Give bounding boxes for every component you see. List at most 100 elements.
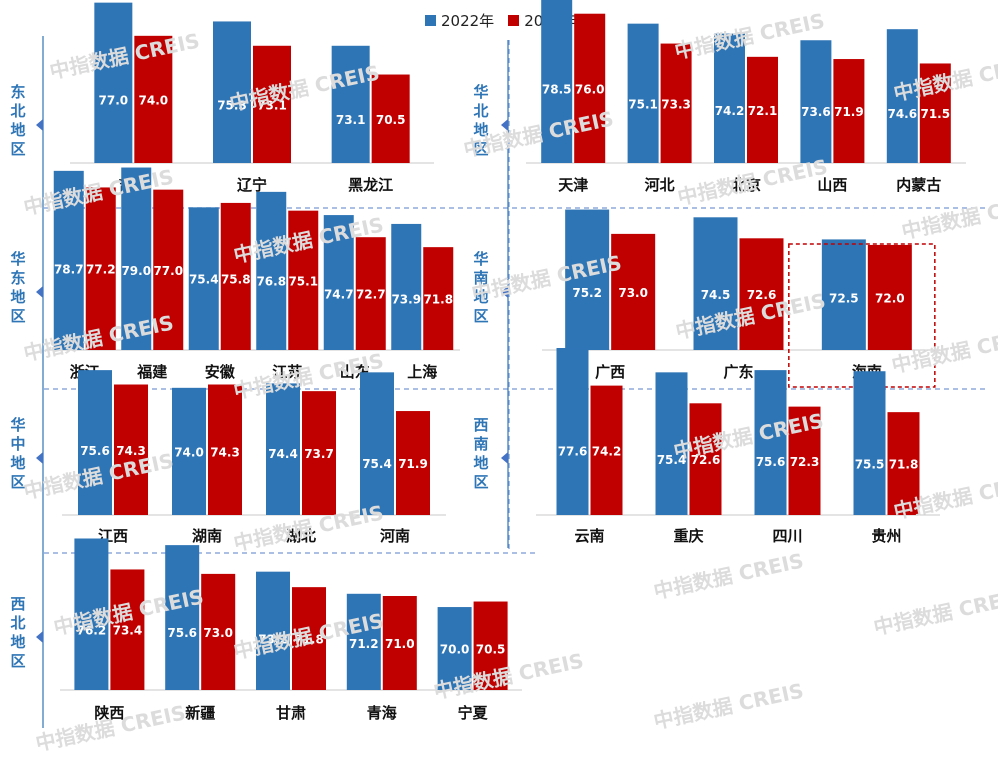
data-label-2023-江西: 74.3 xyxy=(116,444,146,458)
data-label-2022-山西: 73.6 xyxy=(801,105,831,119)
region-arrow-icon xyxy=(501,286,508,298)
region-label-char: 北 xyxy=(10,614,25,632)
category-label-河北: 河北 xyxy=(645,176,675,194)
bar-2022-广西 xyxy=(565,209,610,350)
legend-swatch-2022 xyxy=(425,14,436,26)
data-label-2023-辽宁: 73.1 xyxy=(257,98,287,112)
bar-2022-云南 xyxy=(556,348,589,515)
region-label-char: 区 xyxy=(10,473,25,491)
bar-2022-四川 xyxy=(754,370,787,515)
category-label-上海: 上海 xyxy=(407,363,437,381)
bar-2023-湖南 xyxy=(208,384,242,515)
bar-2022-广东 xyxy=(693,217,738,350)
bar-2023-江苏 xyxy=(288,210,319,350)
region-label-char: 中 xyxy=(10,435,25,453)
bar-2023-河南 xyxy=(396,411,430,515)
region-label-char: 西 xyxy=(10,595,25,613)
bar-2022-福建 xyxy=(121,167,152,350)
bar-2023-安徽 xyxy=(220,202,251,350)
bar-2023-浙江 xyxy=(85,187,116,350)
region-arrow-icon xyxy=(36,452,43,464)
region-label-char: 华 xyxy=(473,83,488,101)
data-label-2023-安徽: 75.8 xyxy=(221,273,251,287)
bar-2023-上海 xyxy=(423,247,454,350)
data-label-2022-新疆: 75.6 xyxy=(167,626,197,640)
data-label-2023-天津: 76.0 xyxy=(575,82,605,96)
category-label-河南: 河南 xyxy=(380,527,410,545)
category-label-辽宁: 辽宁 xyxy=(237,176,267,194)
region-label-char: 区 xyxy=(10,140,25,158)
region-label-char: 地 xyxy=(10,288,25,306)
region-label-char: 南 xyxy=(473,435,488,453)
data-label-2023-青海: 71.0 xyxy=(385,637,415,651)
highlight-box-海南 xyxy=(788,243,936,388)
bar-2023-云南 xyxy=(590,385,623,515)
bar-2022-海南 xyxy=(821,239,866,350)
bar-2023-内蒙古 xyxy=(919,63,951,163)
data-label-2023-河南: 71.9 xyxy=(398,457,428,471)
data-label-2022-内蒙古: 74.6 xyxy=(887,107,917,121)
data-label-2023-江苏: 75.1 xyxy=(288,274,318,288)
region-label-char: 北 xyxy=(473,102,488,120)
bar-2023-江西 xyxy=(114,384,148,515)
bar-2023-四川 xyxy=(788,406,821,515)
category-label-福建: 福建 xyxy=(136,363,168,381)
legend-swatch-2023 xyxy=(508,14,520,26)
region-label-char: 区 xyxy=(10,652,25,670)
region-arrow-icon xyxy=(36,631,43,643)
category-label-云南: 云南 xyxy=(574,527,604,545)
bar-2022-辽宁 xyxy=(213,21,251,164)
data-label-2022-山东: 74.7 xyxy=(324,288,354,302)
bar-2023-青海 xyxy=(382,596,417,690)
region-label-char: 地 xyxy=(473,454,488,472)
bar-2022-山西 xyxy=(800,40,832,164)
bar-2023-黑龙江 xyxy=(371,74,410,163)
region-label-char: 华 xyxy=(10,250,25,268)
bar-2023-辽宁 xyxy=(253,45,291,163)
legend-item-2022: 2022年 xyxy=(425,10,494,31)
category-label-北京: 北京 xyxy=(731,176,761,194)
data-label-2022-贵州: 75.5 xyxy=(855,458,885,472)
category-label-甘肃: 甘肃 xyxy=(276,704,306,722)
bar-2023-广西 xyxy=(611,233,656,350)
category-label-山西: 山西 xyxy=(817,176,847,194)
data-label-2022-甘肃: 73.2 xyxy=(258,633,288,647)
category-label-安徽: 安徽 xyxy=(205,363,236,381)
data-label-2022-广东: 74.5 xyxy=(701,288,731,302)
bar-2022-陕西 xyxy=(74,538,109,690)
category-label-陕西: 陕西 xyxy=(94,704,124,722)
bar-2023-宁夏 xyxy=(473,601,508,690)
category-label-江苏: 江苏 xyxy=(272,363,302,381)
bar-2023-湖北 xyxy=(302,391,336,515)
region-label-char: 地 xyxy=(10,121,25,139)
bar-2022-天津 xyxy=(541,0,573,164)
bar-2023-吉林 xyxy=(134,35,173,163)
category-label-湖北: 湖北 xyxy=(286,527,316,545)
data-label-2023-广东: 72.6 xyxy=(747,288,777,302)
bar-2022-安徽 xyxy=(188,207,219,350)
bar-2023-北京 xyxy=(747,56,778,163)
region-arrow-icon xyxy=(501,119,508,131)
bar-2023-山西 xyxy=(833,59,865,163)
data-label-2023-内蒙古: 71.5 xyxy=(920,107,950,121)
category-label-湖南: 湖南 xyxy=(192,527,222,545)
bar-2022-青海 xyxy=(346,593,381,690)
data-label-2023-山东: 72.7 xyxy=(356,288,386,302)
region-arrow-icon xyxy=(36,286,43,298)
bar-2023-山东 xyxy=(355,237,386,350)
region-label-char: 东 xyxy=(10,269,25,287)
data-label-2022-浙江: 78.7 xyxy=(54,263,84,277)
bar-2022-贵州 xyxy=(853,371,886,515)
region-arrow-icon xyxy=(36,119,43,131)
data-label-2023-湖北: 73.7 xyxy=(304,447,334,461)
region-label-char: 地 xyxy=(10,633,25,651)
data-label-2023-山西: 71.9 xyxy=(834,105,864,119)
bar-2022-北京 xyxy=(714,33,745,164)
category-label-四川: 四川 xyxy=(772,527,802,545)
data-label-2022-广西: 75.2 xyxy=(572,286,602,300)
bar-2023-天津 xyxy=(574,13,606,163)
category-label-黑龙江: 黑龙江 xyxy=(348,176,393,194)
category-label-青海: 青海 xyxy=(367,704,397,722)
data-label-2022-四川: 75.6 xyxy=(756,455,786,469)
data-label-2022-宁夏: 70.0 xyxy=(440,643,470,657)
